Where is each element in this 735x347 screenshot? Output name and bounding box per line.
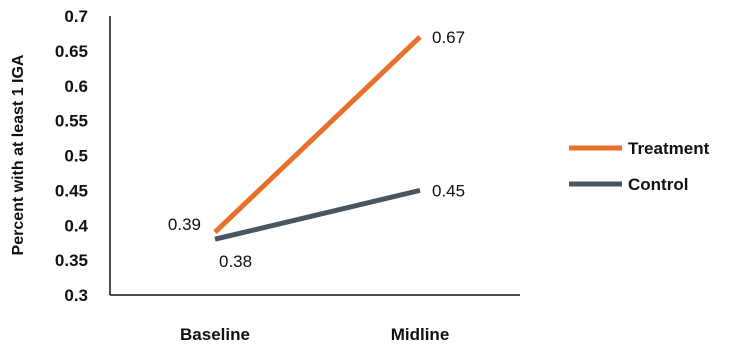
y-tick-label: 0.7 [64, 7, 88, 26]
y-tick-label: 0.3 [64, 286, 88, 305]
control-data-label: 0.38 [219, 252, 252, 271]
y-tick-label: 0.4 [64, 216, 88, 235]
treatment-line [213, 35, 422, 235]
y-tick-label: 0.6 [64, 77, 88, 96]
y-axis-label: Percent with at least 1 IGA [10, 54, 27, 255]
x-category-label: Baseline [180, 325, 250, 344]
control-data-label: 0.45 [432, 181, 465, 200]
series-lines [213, 35, 422, 242]
treatment-legend-label: Treatment [628, 139, 710, 158]
x-category-labels: Baseline Midline [180, 325, 449, 344]
y-tick-label: 0.55 [55, 112, 88, 131]
y-tick-label: 0.35 [55, 251, 88, 270]
treatment-data-label: 0.67 [432, 28, 465, 47]
data-labels: 0.39 0.67 0.38 0.45 [168, 28, 465, 271]
y-tick-label: 0.5 [64, 147, 88, 166]
y-tick-labels: 0.3 0.35 0.4 0.45 0.5 0.55 0.6 0.65 0.7 [55, 7, 89, 305]
treatment-data-label: 0.39 [168, 215, 201, 234]
control-legend-label: Control [628, 175, 688, 194]
legend: Treatment Control [569, 139, 710, 194]
control-line [214, 187, 421, 242]
y-tick-label: 0.45 [55, 181, 88, 200]
x-category-label: Midline [391, 325, 450, 344]
y-tick-label: 0.65 [55, 42, 88, 61]
axes [109, 16, 520, 296]
